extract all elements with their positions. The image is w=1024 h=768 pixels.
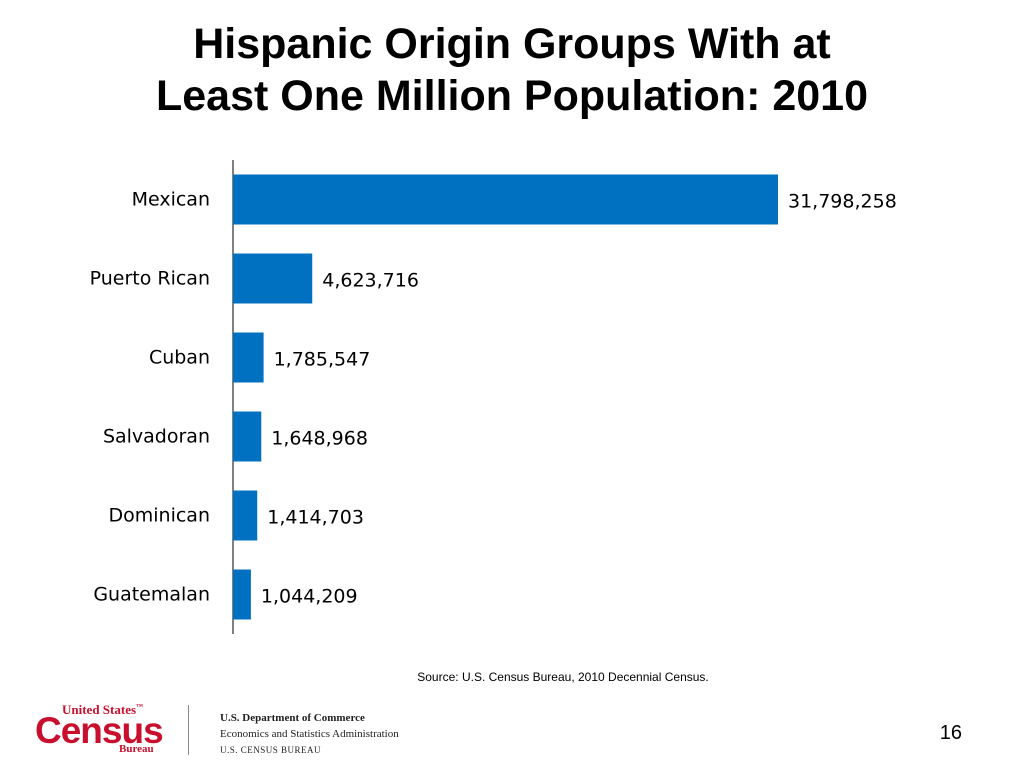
category-label: Dominican bbox=[109, 505, 211, 527]
data-label: 1,044,209 bbox=[261, 586, 358, 608]
page-number: 16 bbox=[939, 722, 962, 744]
bar-chart: Mexican 31,798,258 Puerto Rican 4,623,716 Cu… bbox=[90, 160, 897, 634]
data-label: 4,623,716 bbox=[322, 270, 419, 292]
dept-admin: Economics and Statistics Administration bbox=[220, 728, 399, 740]
title-line-1: Hispanic Origin Groups With at bbox=[193, 20, 831, 68]
title-line-2: Least One Million Population: 2010 bbox=[156, 72, 868, 120]
slide-title: Hispanic Origin Groups With at Least One… bbox=[0, 18, 1024, 122]
bar bbox=[233, 332, 264, 383]
data-label: 31,798,258 bbox=[788, 191, 897, 213]
data-label: 1,648,968 bbox=[271, 428, 368, 450]
department-text: U.S. Department of Commerce Economics an… bbox=[220, 710, 399, 758]
dept-name: U.S. Department of Commerce bbox=[220, 712, 365, 724]
category-label: Guatemalan bbox=[93, 584, 210, 606]
footer-divider bbox=[188, 705, 189, 755]
category-label: Salvadoran bbox=[103, 426, 210, 448]
data-label: 1,785,547 bbox=[274, 349, 371, 371]
footer: United States™ Census Bureau U.S. Depart… bbox=[0, 700, 1024, 768]
data-label: 1,414,703 bbox=[267, 507, 364, 529]
dept-bureau: U.S. CENSUS BUREAU bbox=[220, 745, 322, 755]
category-label: Cuban bbox=[149, 347, 210, 369]
category-label: Mexican bbox=[132, 189, 210, 211]
category-label: Puerto Rican bbox=[90, 268, 210, 290]
source-note: Source: U.S. Census Bureau, 2010 Decenni… bbox=[417, 670, 709, 684]
bar bbox=[233, 253, 313, 304]
bar bbox=[233, 490, 258, 541]
bar bbox=[233, 174, 778, 225]
bar bbox=[233, 411, 262, 462]
bar bbox=[233, 569, 251, 620]
census-bureau-logo: United States™ Census Bureau bbox=[35, 702, 164, 755]
